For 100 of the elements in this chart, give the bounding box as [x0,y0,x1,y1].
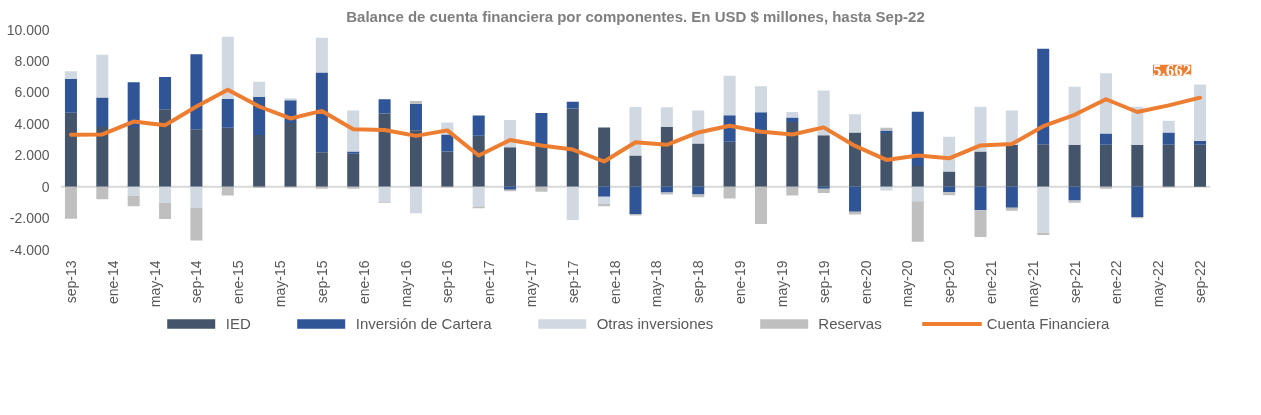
bar [911,111,924,166]
bar [96,97,109,128]
bar [786,117,799,122]
x-tick-label: may-14 [146,260,163,308]
bar [284,123,297,187]
bar [221,98,234,128]
x-tick-label: ene-20 [857,260,874,305]
x-tick-label: ene-16 [355,260,372,305]
bar [1068,86,1081,145]
bar [535,146,548,187]
bar [817,135,830,187]
bar [315,72,328,153]
x-tick-label: ene-19 [732,260,749,305]
bar [598,186,611,197]
x-tick-label: may-20 [899,260,916,308]
bar [629,106,642,156]
x-tick-label: sep-15 [313,260,330,304]
bar [253,81,266,97]
bar [817,186,830,189]
bar [660,186,673,193]
bar [1037,48,1050,145]
y-tick-label: 6.000 [14,84,50,101]
x-tick-label: may-18 [648,260,665,308]
x-tick-label: sep-19 [815,260,832,304]
legend-label: Inversión de Cartera [355,314,492,332]
x-tick-label: may-15 [272,260,289,308]
x-tick-label: ene-21 [982,260,999,305]
bar [786,112,799,118]
bar [1005,144,1018,187]
bar [598,196,611,204]
bar [221,36,234,99]
y-tick-label: 10.000 [6,21,50,38]
bar [786,121,799,187]
x-tick-label: sep-18 [690,260,707,304]
bar [566,108,579,187]
bar [504,147,517,187]
bar [472,135,485,187]
bar [378,99,391,114]
y-tick-label: 0 [41,178,50,195]
x-tick-label: sep-20 [941,260,958,304]
bar [64,71,77,79]
bar [347,186,360,189]
x-tick-label: sep-13 [62,260,79,304]
bar [1194,144,1207,187]
bar [849,132,862,187]
bar [754,186,767,224]
bar [974,210,987,237]
bar [347,153,360,187]
bar [1037,232,1050,236]
bar [159,109,172,187]
bar [943,171,956,187]
x-tick-label: ene-15 [230,260,247,305]
legend-label: IED [225,314,251,332]
bar [1099,186,1112,189]
bar [598,127,611,187]
legend-label: Reservas [818,314,882,332]
bar [1162,120,1175,133]
bar [754,133,767,187]
legend-label: Otras inversiones [596,314,714,332]
bar [441,151,454,187]
bar [409,101,422,104]
bar [1037,144,1050,187]
bar [943,186,956,193]
line-series [68,87,1203,164]
bar [253,134,266,187]
bar [849,114,862,133]
y-tick-label: 2.000 [14,147,50,164]
x-tick-label: ene-22 [1108,260,1125,305]
bar [127,127,140,187]
bar [472,115,485,136]
bar [880,132,893,187]
bar [817,90,830,136]
bar [409,130,422,187]
bar [221,186,234,196]
bar [1131,186,1144,218]
x-tick-label: may-21 [1024,260,1041,308]
x-tick-label: sep-16 [439,260,456,304]
x-tick-label: sep-21 [1066,260,1083,304]
bar [535,186,548,192]
bar [786,186,799,196]
bar [1131,144,1144,187]
bar [315,152,328,187]
bar [1194,84,1207,141]
bar [190,207,203,241]
bar [849,211,862,215]
bar [974,151,987,187]
bar [660,126,673,187]
data-label: 5.662 [1152,60,1192,80]
bar [409,103,422,131]
x-tick-label: sep-14 [188,260,205,304]
bar [1068,200,1081,203]
bar [943,192,956,196]
bar [1162,144,1175,187]
bar [723,186,736,199]
bar [64,112,77,187]
bar [566,101,579,109]
bar [315,186,328,189]
chart-title: Balance de cuenta financiera por componentes. En USD $ millones, hasta Sep-22 [346,7,925,25]
x-tick-label: may-16 [397,260,414,308]
x-tick-label: may-22 [1150,260,1167,308]
